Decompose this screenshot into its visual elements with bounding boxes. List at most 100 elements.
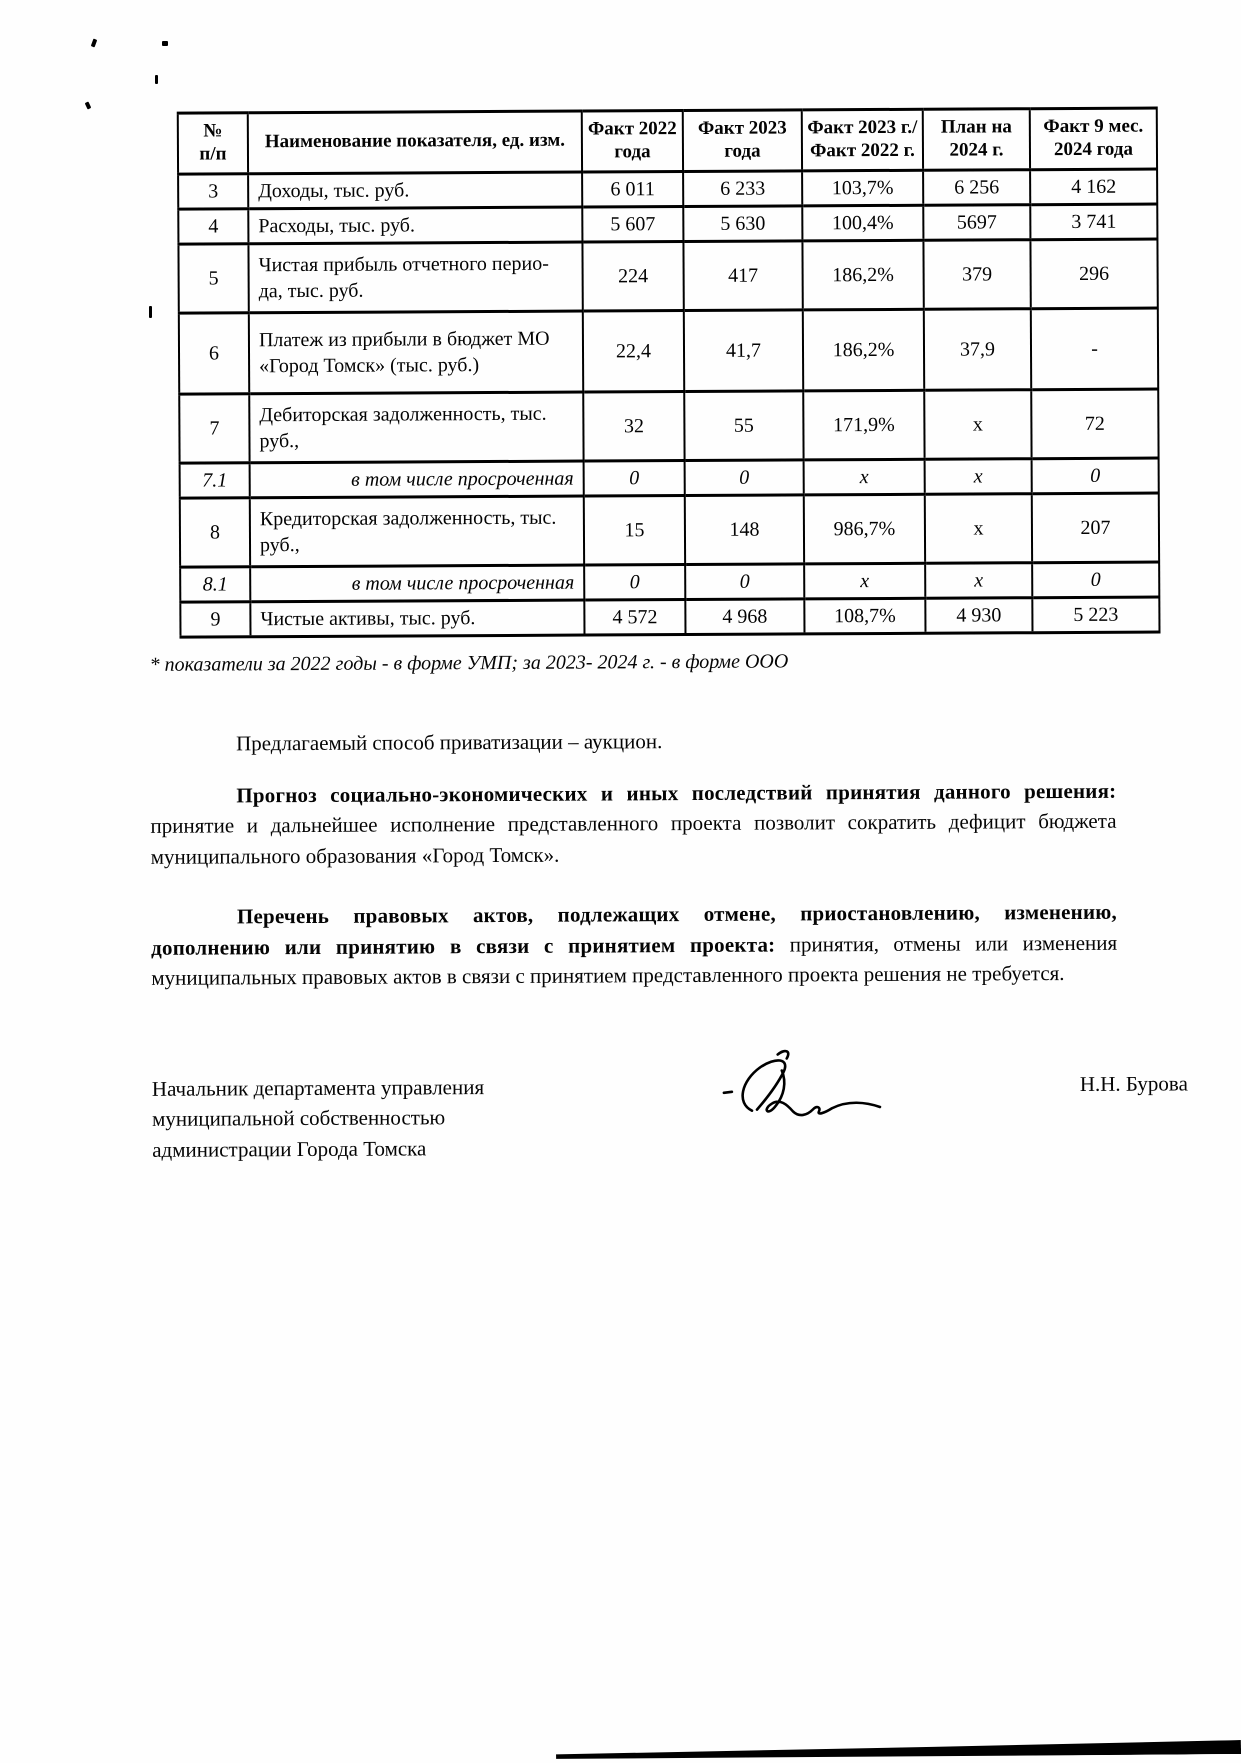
cell-value: 41,7: [683, 309, 804, 392]
cell-value: 100,4%: [802, 204, 924, 241]
cell-value: 5 607: [582, 206, 684, 242]
cell-value: 296: [1030, 238, 1158, 309]
handwritten-signature: [722, 1049, 882, 1116]
cell-value: 6 011: [582, 171, 684, 207]
table-footnote: * показатели за 2022 годы - в форме УМП;…: [149, 650, 789, 676]
header-number: № п/п: [177, 112, 249, 174]
cell-value: 0: [584, 564, 686, 600]
table-row: 7 Дебиторская задолженность, тыс. руб., …: [179, 388, 1159, 463]
cell-value: 224: [582, 241, 684, 311]
scan-artifact-dot: [162, 41, 168, 46]
cell-value: 4 930: [925, 597, 1033, 633]
signer-position-line: администрации Города Томска: [152, 1135, 427, 1162]
row-number: 9: [180, 601, 251, 637]
indicator-name: Кредиторская задолженность, тыс. руб.,: [249, 495, 585, 567]
cell-value: 55: [684, 390, 804, 461]
cell-value: 0: [1032, 561, 1160, 598]
cell-value: 148: [684, 494, 805, 565]
cell-value: 379: [923, 239, 1031, 309]
indicator-name: Платеж из прибыли в бюджет МО «Город Том…: [248, 310, 584, 394]
cell-value: 108,7%: [804, 597, 926, 634]
cell-value: 0: [1031, 457, 1159, 494]
row-number: 6: [178, 312, 250, 394]
cell-value: 0: [685, 563, 805, 600]
indicator-name: Чистая прибыль отчетного перио-да, тыс. …: [248, 241, 583, 313]
row-number: 7: [179, 393, 250, 463]
header-indicator-name: Наименование показателя, ед. изм.: [247, 111, 583, 174]
cell-value: 6 233: [683, 170, 803, 207]
cell-value: x: [924, 493, 1033, 563]
cell-value: 4 572: [584, 599, 686, 635]
cell-value: 186,2%: [802, 308, 925, 391]
paragraph-forecast-heading: Прогноз социально-экономических и иных п…: [236, 778, 1117, 808]
indicators-table: № п/п Наименование показателя, ед. изм. …: [177, 107, 1161, 639]
paragraph-forecast-body: принятие и дальнейшее исполнение предста…: [150, 809, 1117, 869]
scan-artifact-dot: [155, 75, 158, 84]
cell-value: x: [924, 458, 1032, 494]
document-content: № п/п Наименование показателя, ед. изм. …: [149, 107, 1188, 1165]
cell-value: 72: [1031, 388, 1159, 459]
cell-value: 171,9%: [803, 389, 925, 460]
header-fact-2022: Факт 2022 года: [581, 110, 684, 172]
signer-position-line: муниципальной собственностью: [151, 1105, 446, 1131]
signer-name: Н.Н. Бурова: [1079, 1071, 1188, 1096]
cell-value: x: [803, 458, 925, 495]
table-subrow: 8.1 в том числе просроченная 0 0 x x 0: [180, 561, 1160, 602]
table-row: 9 Чистые активы, тыс. руб. 4 572 4 968 1…: [180, 596, 1160, 637]
row-number: 7.1: [179, 462, 250, 498]
cell-value: 986,7%: [803, 493, 926, 564]
indicator-name: в том числе просроченная: [250, 564, 585, 602]
header-fact-2023: Факт 2023 года: [682, 109, 803, 172]
row-number: 4: [178, 208, 249, 244]
cell-value: 4 968: [685, 598, 805, 635]
paragraph-privatization-method: Предлагаемый способ приватизации – аукци…: [235, 728, 663, 755]
cell-value: x: [804, 562, 926, 599]
cell-value: 37,9: [923, 308, 1032, 390]
table-subrow: 7.1 в том числе просроченная 0 0 x x 0: [179, 457, 1159, 498]
table-row: 3 Доходы, тыс. руб. 6 011 6 233 103,7% 6…: [178, 168, 1158, 209]
cell-value: x: [925, 562, 1033, 598]
cell-value: 3 741: [1030, 203, 1158, 240]
row-number: 3: [178, 173, 249, 209]
row-number: 8: [179, 497, 251, 567]
cell-value: 207: [1031, 492, 1160, 563]
cell-value: 4 162: [1030, 168, 1158, 205]
cell-value: 5 223: [1032, 596, 1160, 633]
indicator-name: Дебиторская задолженность, тыс. руб.,: [249, 391, 584, 463]
row-number: 5: [178, 243, 249, 313]
scan-artifact-bottom-bar: [556, 1740, 1241, 1760]
cell-value: 186,2%: [802, 239, 924, 310]
cell-value: 22,4: [582, 310, 685, 392]
cell-value: -: [1030, 307, 1159, 390]
signer-position: Начальник департамента управления муници…: [152, 1071, 552, 1164]
row-number: 8.1: [180, 566, 251, 602]
table-row: 5 Чистая прибыль отчетного перио-да, тыс…: [178, 238, 1158, 313]
table-row: 6 Платеж из прибыли в бюджет МО «Город Т…: [178, 307, 1159, 394]
cell-value: 103,7%: [802, 169, 924, 206]
cell-value: 0: [684, 459, 804, 496]
scan-artifact-dot: [149, 306, 152, 318]
cell-value: 32: [583, 391, 685, 461]
header-fact-ratio: Факт 2023 г./Факт 2022 г.: [801, 109, 924, 171]
cell-value: x: [924, 389, 1032, 459]
signature-block: Начальник департамента управления муници…: [152, 1049, 1188, 1165]
header-fact-9m-2024: Факт 9 мес. 2024 года: [1029, 108, 1158, 170]
header-plan-2024: План на 2024 г.: [922, 108, 1031, 170]
table-row: 8 Кредиторская задолженность, тыс. руб.,…: [179, 492, 1160, 567]
cell-value: 5 630: [683, 205, 803, 242]
cell-value: 15: [583, 495, 686, 565]
cell-value: 417: [683, 240, 803, 311]
indicator-name: в том числе просроченная: [249, 460, 584, 498]
indicator-name: Расходы, тыс. руб.: [248, 206, 583, 244]
indicator-name: Чистые активы, тыс. руб.: [250, 599, 585, 637]
cell-value: 6 256: [923, 169, 1031, 205]
indicator-name: Доходы, тыс. руб.: [248, 171, 583, 209]
paragraph-legal-acts: Перечень правовых актов, подлежащих отме…: [151, 897, 1117, 993]
paragraph-forecast: Прогноз социально-экономических и иных п…: [150, 776, 1116, 872]
table-row: 4 Расходы, тыс. руб. 5 607 5 630 100,4% …: [178, 203, 1158, 244]
signer-position-line: Начальник департамента управления: [151, 1074, 485, 1101]
table-header-row: № п/п Наименование показателя, ед. изм. …: [177, 108, 1158, 174]
cell-value: 0: [583, 460, 685, 496]
cell-value: 5697: [923, 204, 1031, 240]
